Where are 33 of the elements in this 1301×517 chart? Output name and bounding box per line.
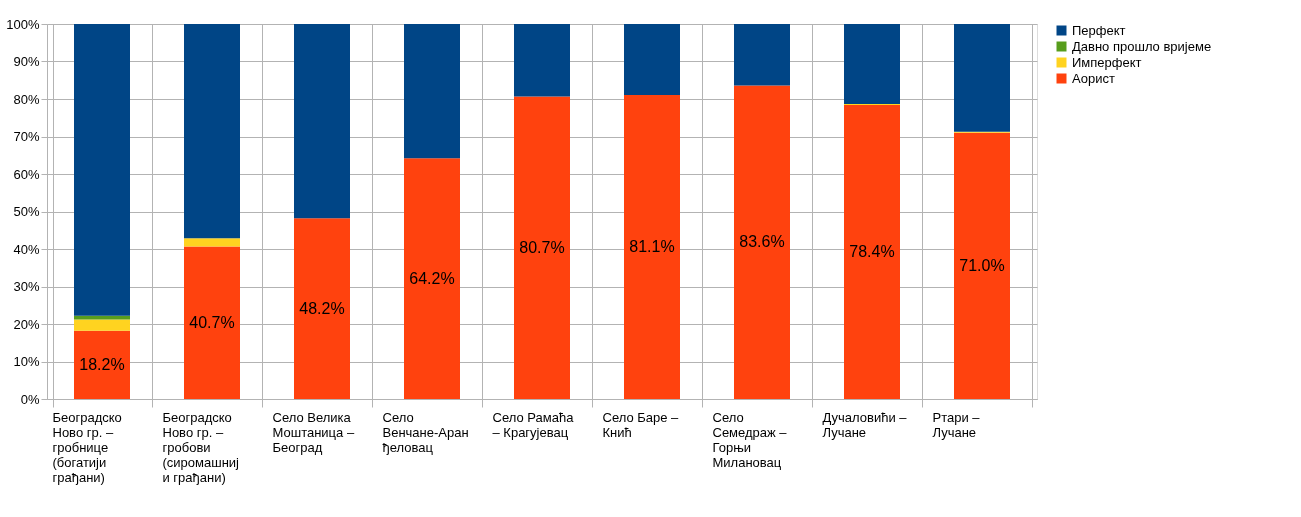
y-tick-label: 60% xyxy=(13,166,40,182)
data-label: 64.2% xyxy=(409,269,455,287)
data-label: 80.7% xyxy=(519,238,565,256)
y-tick-label: 0% xyxy=(20,391,40,407)
data-label: 40.7% xyxy=(189,313,235,331)
x-tick-label: Београдско Ново гр. – гробнице (богатији грађани) xyxy=(52,409,122,485)
data-label: 71.0% xyxy=(959,256,1005,274)
data-label: 18.2% xyxy=(79,355,125,373)
x-tick-label: Село Венчане-Аранђеловац xyxy=(382,409,469,455)
legend-label: Аорист xyxy=(1072,70,1115,86)
y-tick-label: 40% xyxy=(13,241,40,257)
y-tick-label: 20% xyxy=(13,316,40,332)
data-label: 48.2% xyxy=(299,299,345,317)
data-label: 78.4% xyxy=(849,243,895,260)
legend-label: Перфект xyxy=(1072,22,1126,38)
y-tick-label: 50% xyxy=(13,204,40,219)
x-tick-label: Село Рамаћа – Крагујевац xyxy=(492,409,575,440)
y-tick-label: 80% xyxy=(13,91,40,107)
y-tick-label: 100% xyxy=(6,16,40,32)
y-tick-label: 90% xyxy=(13,54,40,69)
x-tick-label: Село Велика Моштаница – Београд xyxy=(272,409,355,455)
data-label: 81.1% xyxy=(629,237,675,255)
legend-label: Имперфект xyxy=(1072,54,1142,70)
y-tick-label: 70% xyxy=(13,129,40,144)
data-label: 83.6% xyxy=(739,233,785,251)
x-tick-label: Београдско Ново гр. – гробови (сиромашниј и грађани) xyxy=(162,409,240,485)
x-tick-label: Ртари – Лучане xyxy=(932,409,981,440)
x-tick-label: Дучаловићи – Лучане xyxy=(822,409,908,440)
x-tick-label: Село Семедраж – Горњи Милановац xyxy=(712,409,788,470)
x-tick-label: Село Баре – Кнић xyxy=(602,409,680,440)
y-tick-label: 10% xyxy=(13,354,40,369)
legend-label: Давно прошло вријеме xyxy=(1072,38,1212,54)
y-tick-label: 30% xyxy=(13,279,40,294)
